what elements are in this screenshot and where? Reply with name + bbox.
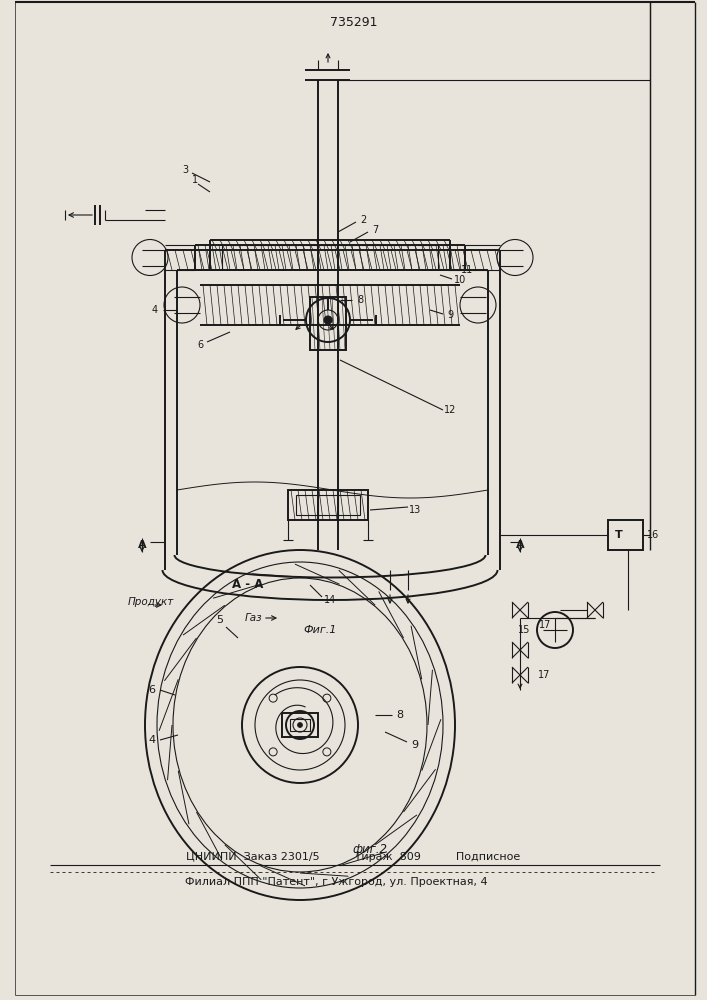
- Text: А: А: [138, 540, 146, 550]
- Text: ЦНИИПИ  Заказ 2301/5          Тираж  809          Подписное: ЦНИИПИ Заказ 2301/5 Тираж 809 Подписное: [186, 852, 520, 862]
- Bar: [296, 495, 360, 515]
- Circle shape: [298, 722, 303, 728]
- Text: T: T: [615, 530, 623, 540]
- Text: 13: 13: [409, 505, 421, 515]
- Text: 8: 8: [357, 295, 363, 305]
- Text: Продукт: Продукт: [128, 597, 174, 607]
- Text: Фиг.1: Фиг.1: [303, 625, 337, 635]
- Text: 7: 7: [372, 225, 378, 235]
- Text: 15: 15: [518, 625, 530, 635]
- Text: Газ: Газ: [245, 613, 262, 623]
- Text: 5: 5: [216, 615, 223, 625]
- Text: 4: 4: [148, 735, 156, 745]
- Text: Филиал ППП "Патент", г Ужгород, ул. Проектная, 4: Филиал ППП "Патент", г Ужгород, ул. Прое…: [185, 877, 488, 887]
- Text: А - А: А - А: [233, 578, 264, 591]
- Text: 6: 6: [148, 685, 156, 695]
- Text: 9: 9: [411, 740, 419, 750]
- Bar: [608, 520, 643, 550]
- Text: А: А: [515, 540, 525, 550]
- Text: 1: 1: [192, 175, 198, 185]
- Bar: [290, 719, 310, 731]
- Bar: [288, 490, 368, 520]
- Bar: [282, 713, 318, 737]
- Text: 735291: 735291: [330, 15, 378, 28]
- Text: 3: 3: [182, 165, 188, 175]
- Text: 14: 14: [324, 595, 336, 605]
- Text: 17: 17: [538, 670, 550, 680]
- Text: 9: 9: [447, 310, 453, 320]
- Circle shape: [324, 316, 332, 324]
- Text: 17: 17: [539, 620, 551, 630]
- Text: 10: 10: [454, 275, 466, 285]
- Text: 6: 6: [197, 340, 203, 350]
- Text: 4: 4: [152, 305, 158, 315]
- Text: 12: 12: [444, 405, 456, 415]
- Text: фиг.2: фиг.2: [353, 844, 387, 856]
- Text: 8: 8: [397, 710, 404, 720]
- Bar: [310, 297, 346, 350]
- Text: 11: 11: [461, 265, 473, 275]
- Text: 2: 2: [360, 215, 366, 225]
- Text: 16: 16: [647, 530, 659, 540]
